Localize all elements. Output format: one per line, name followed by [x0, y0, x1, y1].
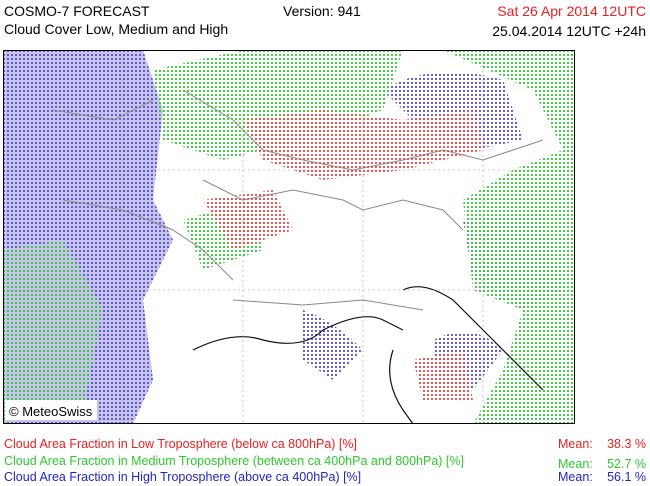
- mean-value: 52.7 %: [607, 457, 646, 471]
- mean-value: 56.1 %: [607, 470, 646, 484]
- mean-label: Mean:: [558, 437, 593, 451]
- map: © MeteoSwiss: [3, 50, 575, 424]
- mean-value: 38.3 %: [607, 437, 646, 451]
- coastlines: [192, 286, 544, 424]
- mean-label: Mean:: [558, 470, 593, 484]
- map-frame: [3, 50, 575, 424]
- legend-label: Cloud Area Fraction in Medium Tropospher…: [4, 454, 464, 468]
- subtitle: Cloud Cover Low, Medium and High: [4, 21, 229, 37]
- version: Version: 941: [283, 3, 361, 19]
- valid-time: Sat 26 Apr 2014 12UTC: [497, 3, 646, 19]
- copyright-box: [5, 400, 97, 420]
- cloud-medium: [3, 50, 575, 424]
- title: COSMO-7 FORECAST: [4, 3, 150, 19]
- graticule: [3, 50, 575, 424]
- copyright: © MeteoSwiss: [9, 404, 93, 419]
- legend-label: Cloud Area Fraction in High Troposphere …: [4, 470, 362, 484]
- legend-label: Cloud Area Fraction in Low Troposphere (…: [4, 437, 357, 451]
- run-time: 25.04.2014 12UTC +24h: [492, 23, 646, 39]
- mean-label: Mean:: [558, 457, 593, 471]
